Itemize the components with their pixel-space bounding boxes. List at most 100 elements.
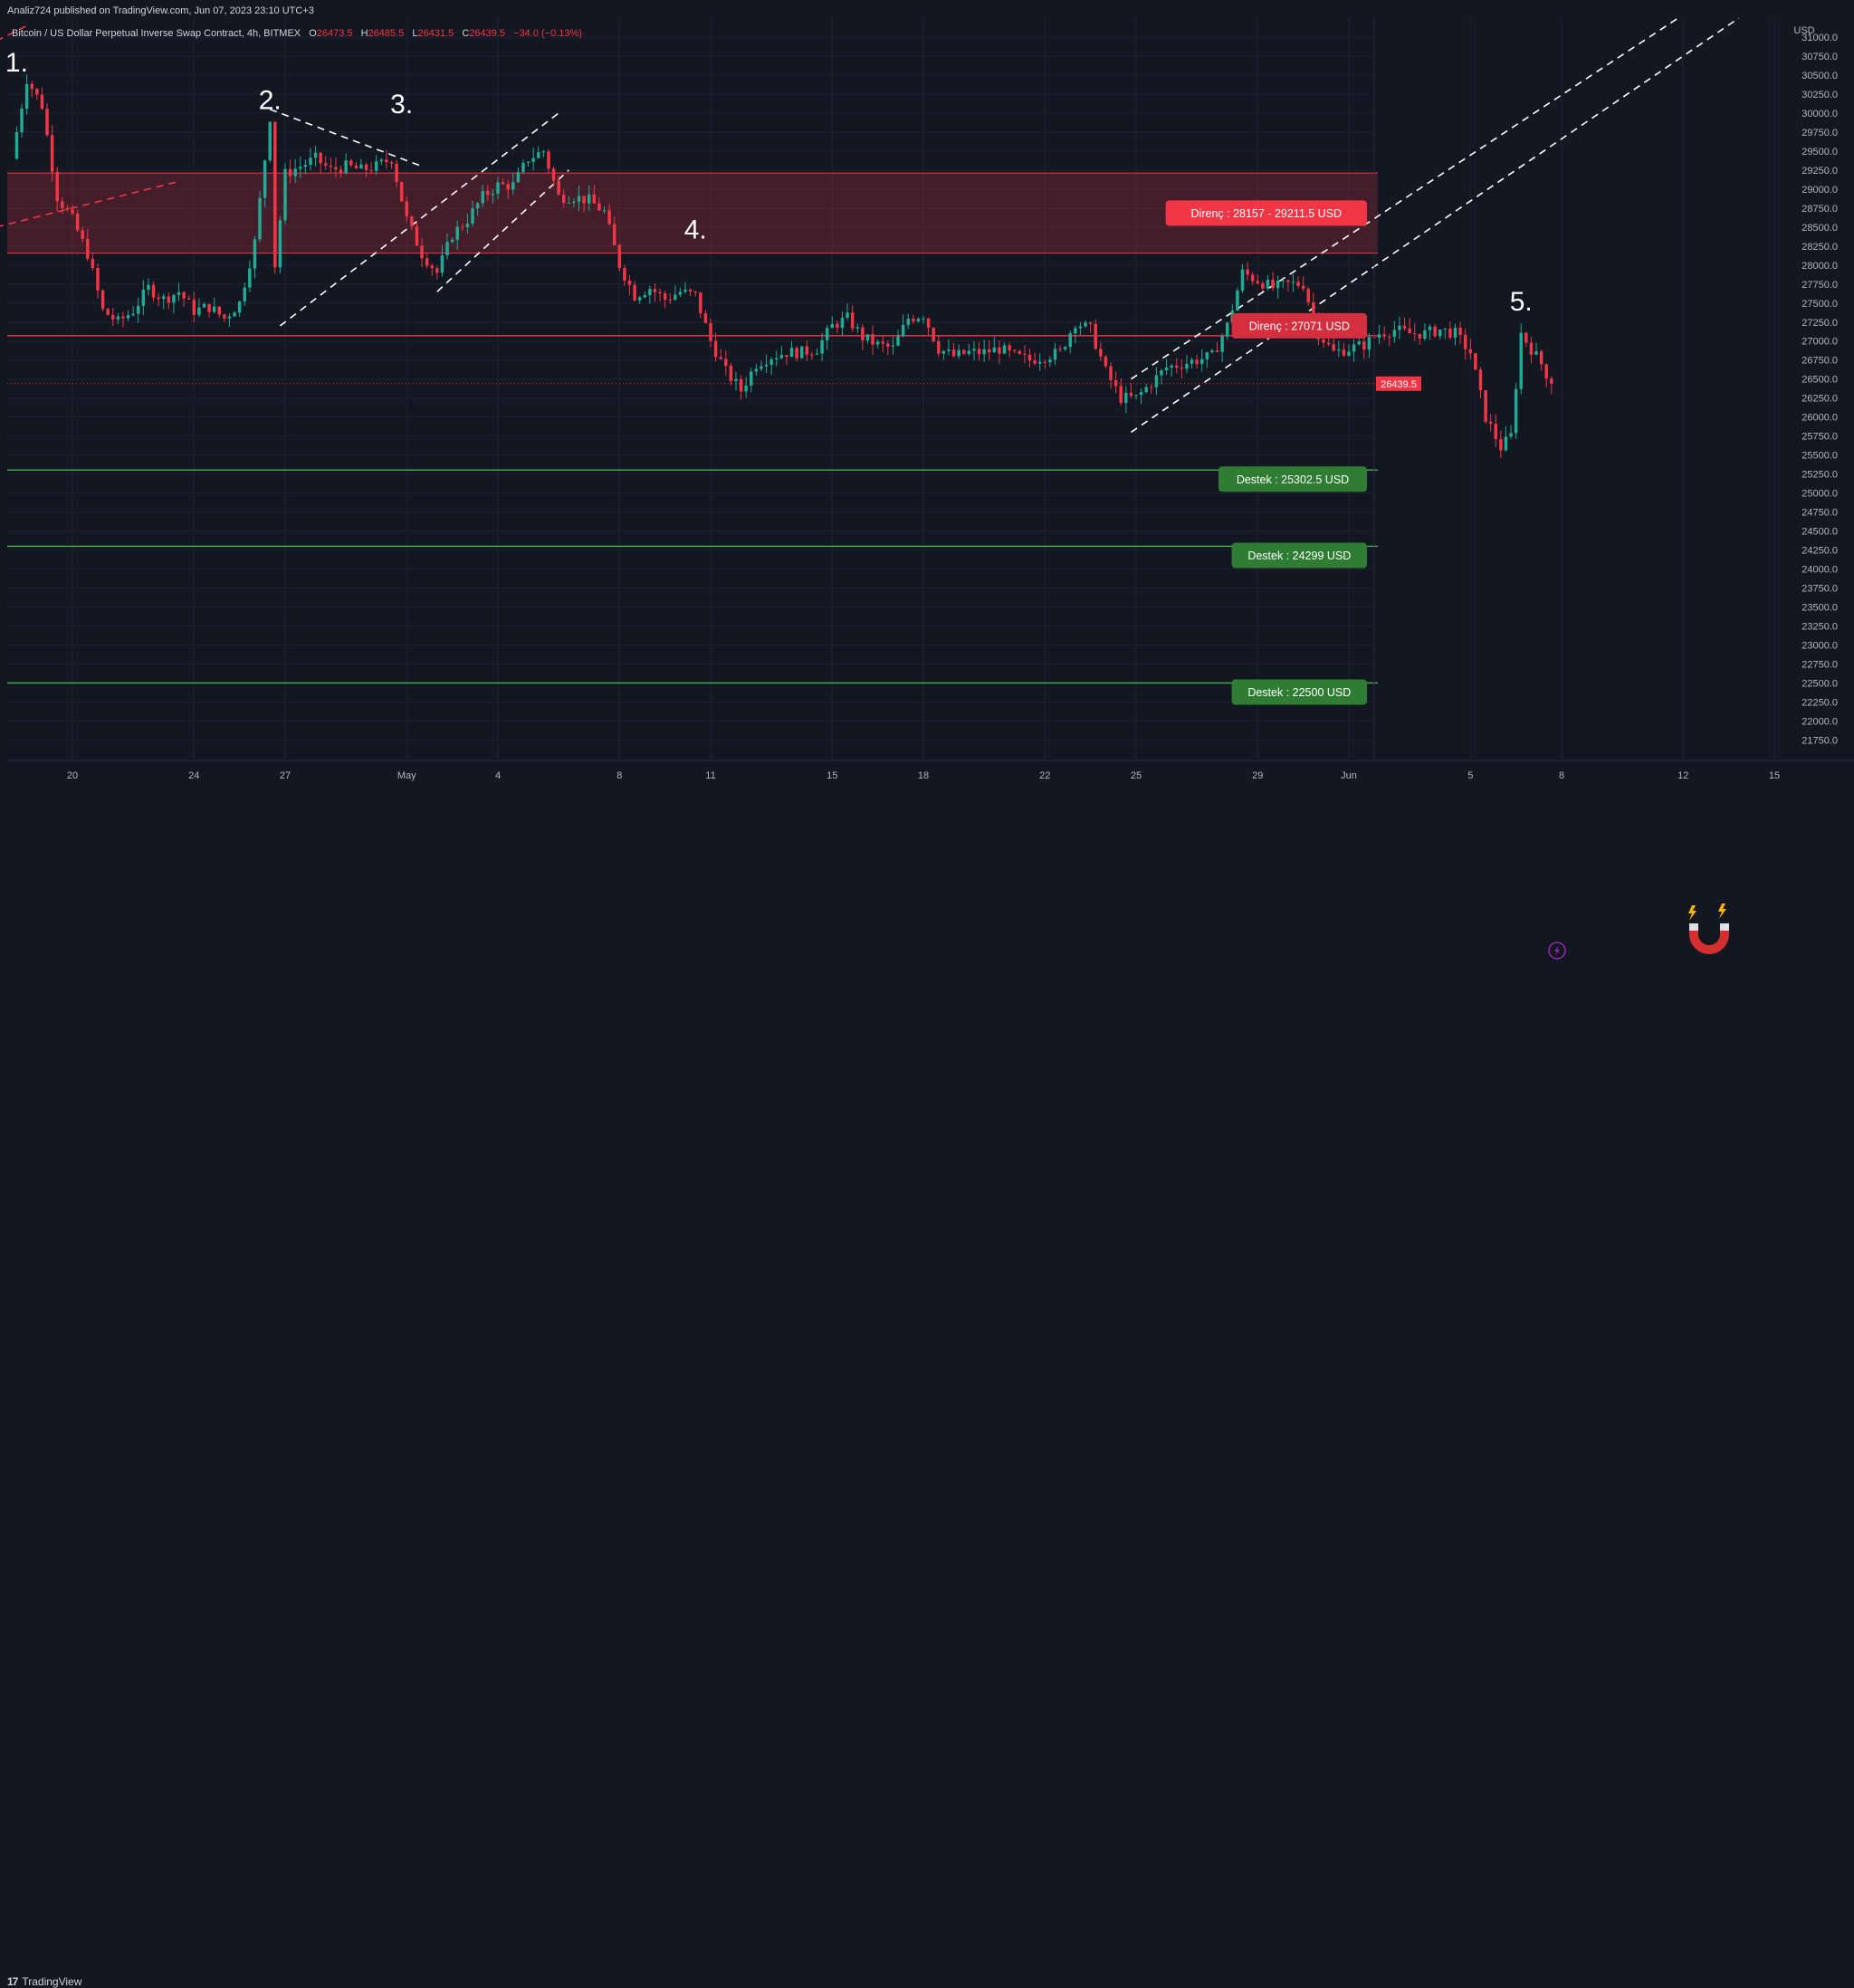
magnet-icon[interactable] bbox=[1688, 903, 1729, 954]
level-labels: Direnç : 28157 - 29211.5 USD Direnç : 270… bbox=[1165, 200, 1367, 705]
candle-body bbox=[1271, 279, 1275, 289]
lightning-icon[interactable] bbox=[1548, 941, 1566, 960]
price-chart[interactable]: 1.2. 3.4.5. Direnç : 28157 - 29211.5 USDD… bbox=[0, 0, 1854, 1009]
candle bbox=[395, 159, 398, 188]
candle bbox=[465, 214, 470, 234]
candle bbox=[223, 313, 226, 322]
candle-body bbox=[1113, 379, 1118, 387]
candle bbox=[582, 196, 586, 213]
candle-body bbox=[1306, 289, 1310, 302]
candle bbox=[1519, 323, 1523, 395]
wave-marker: 3. bbox=[390, 90, 413, 119]
candle-body bbox=[1276, 281, 1280, 289]
candle bbox=[349, 158, 353, 168]
candle-body bbox=[967, 350, 971, 354]
candle bbox=[789, 340, 794, 358]
candle-body bbox=[1053, 349, 1057, 360]
candle bbox=[116, 312, 120, 324]
candle-body bbox=[1225, 322, 1229, 337]
candle-body bbox=[1008, 345, 1011, 350]
candle bbox=[541, 149, 546, 158]
candle-body bbox=[379, 159, 384, 162]
candle bbox=[805, 339, 809, 361]
candle-body bbox=[760, 366, 763, 369]
price-tick-label: 25500.0 bbox=[1801, 451, 1838, 462]
candle bbox=[1433, 324, 1437, 339]
candle bbox=[1499, 430, 1503, 459]
candle-body bbox=[1129, 392, 1133, 397]
resistance-zone bbox=[7, 173, 1378, 253]
candle-body bbox=[886, 343, 890, 347]
candle-body bbox=[55, 171, 59, 202]
candle bbox=[359, 158, 363, 169]
candle-body bbox=[1063, 347, 1067, 349]
candle-body bbox=[40, 94, 44, 110]
candle bbox=[1443, 328, 1448, 339]
top-bar: Analiz724 published on TradingView.com, … bbox=[0, 0, 1854, 22]
candle bbox=[537, 146, 540, 159]
candle bbox=[55, 167, 59, 212]
candle-body bbox=[182, 292, 186, 299]
close-label: C bbox=[462, 28, 469, 39]
candle bbox=[1463, 328, 1467, 360]
price-tick-label: 25250.0 bbox=[1801, 470, 1838, 481]
time-axis[interactable]: 20 24 27 May 4 8 11 15 18 22 25 29 Jun 5 8 12 15 bbox=[7, 760, 1854, 781]
candle bbox=[1084, 320, 1087, 329]
candle bbox=[481, 184, 484, 207]
candle-body bbox=[1185, 363, 1189, 369]
candle bbox=[1012, 349, 1017, 354]
candle bbox=[764, 354, 769, 373]
candle bbox=[197, 298, 201, 318]
candle bbox=[1250, 272, 1255, 285]
high-label: H bbox=[361, 28, 368, 39]
candle-body bbox=[912, 318, 915, 321]
candle-body bbox=[713, 340, 718, 358]
candle bbox=[339, 165, 343, 178]
candle-body bbox=[891, 345, 895, 347]
candle-body bbox=[1332, 344, 1335, 351]
candle bbox=[157, 292, 160, 307]
legend: Bitcoin / US Dollar Perpetual Inverse Sw… bbox=[12, 28, 582, 39]
candle bbox=[1215, 341, 1219, 353]
candle-body bbox=[1002, 345, 1007, 354]
candle-body bbox=[1250, 274, 1255, 282]
candle-body bbox=[547, 151, 550, 169]
candle-body bbox=[875, 341, 880, 345]
trendline bbox=[436, 169, 569, 292]
candle bbox=[861, 323, 865, 350]
candle bbox=[461, 223, 464, 231]
candle-body bbox=[1488, 421, 1493, 425]
price-tick-label: 22750.0 bbox=[1801, 659, 1838, 670]
candle-body bbox=[977, 349, 981, 355]
candle-body bbox=[486, 191, 490, 196]
candle bbox=[1301, 276, 1305, 292]
candle-body bbox=[1109, 366, 1113, 380]
candle-body bbox=[521, 162, 525, 172]
candle-body bbox=[1119, 386, 1123, 404]
candle-body bbox=[1347, 351, 1351, 356]
candle bbox=[799, 346, 804, 359]
candle bbox=[253, 235, 257, 279]
candle-body bbox=[410, 216, 414, 226]
time-tick-label: 20 bbox=[67, 770, 78, 781]
candle bbox=[875, 339, 880, 349]
candle-body bbox=[785, 355, 788, 358]
candle-body bbox=[815, 353, 819, 355]
chart-grid bbox=[7, 18, 1775, 760]
candle bbox=[1144, 384, 1148, 394]
price-tick-label: 23500.0 bbox=[1801, 603, 1838, 614]
candle bbox=[430, 263, 434, 276]
support-label-bg bbox=[1218, 466, 1367, 492]
candle-body bbox=[779, 355, 784, 358]
candle-body bbox=[734, 378, 738, 381]
candle-body bbox=[678, 292, 683, 295]
candle bbox=[896, 330, 900, 347]
candle-body bbox=[299, 167, 302, 169]
candle-body bbox=[627, 280, 632, 285]
tradingview-logo[interactable]: 17 TradingView bbox=[7, 1975, 81, 1988]
time-tick-label: 8 bbox=[616, 770, 622, 781]
candle bbox=[309, 148, 312, 171]
trendlines bbox=[0, 17, 1740, 434]
candle-body bbox=[71, 209, 74, 214]
